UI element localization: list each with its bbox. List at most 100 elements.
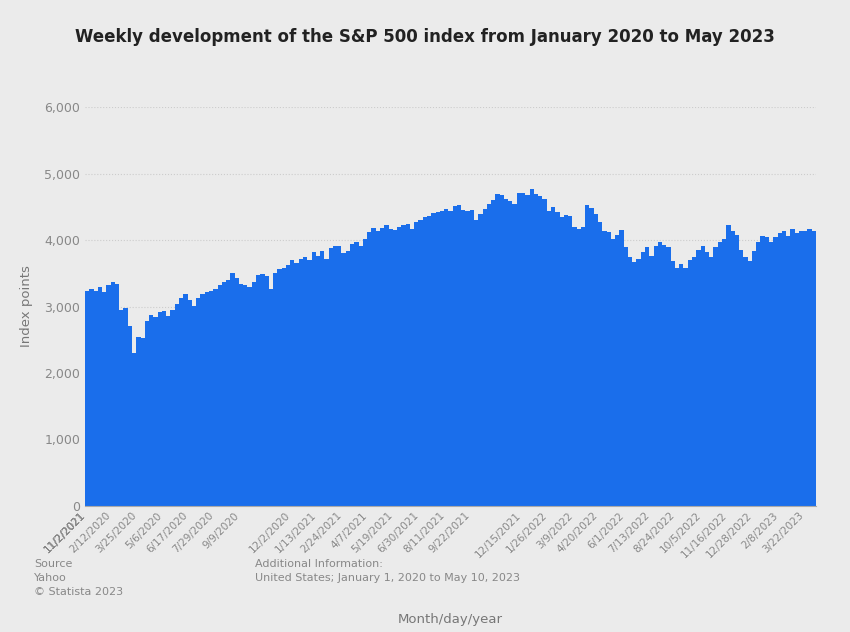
Bar — [256, 275, 260, 506]
Bar — [239, 284, 243, 506]
Bar — [273, 273, 277, 506]
Bar — [761, 236, 765, 506]
Bar — [649, 256, 654, 506]
Bar — [132, 353, 136, 506]
Bar — [149, 315, 153, 506]
Bar — [564, 215, 568, 506]
Bar — [205, 291, 209, 506]
Bar — [333, 246, 337, 506]
Text: Weekly development of the S&P 500 index from January 2020 to May 2023: Weekly development of the S&P 500 index … — [75, 28, 775, 46]
Bar — [739, 250, 744, 506]
Bar — [744, 257, 748, 506]
Bar — [726, 225, 730, 506]
Bar — [688, 260, 692, 506]
Bar — [500, 195, 504, 506]
Bar — [479, 214, 483, 506]
Bar — [700, 246, 705, 506]
Bar — [572, 227, 576, 506]
Bar — [457, 205, 462, 506]
Bar — [790, 229, 795, 506]
Bar — [388, 229, 393, 506]
Bar — [277, 269, 281, 506]
Bar — [384, 225, 388, 506]
Bar — [371, 228, 376, 506]
Bar — [453, 207, 457, 506]
Bar — [645, 246, 649, 506]
Bar — [243, 286, 247, 506]
Bar — [491, 200, 496, 506]
Bar — [144, 320, 149, 506]
Bar — [401, 225, 405, 506]
Bar — [405, 224, 410, 506]
Bar — [530, 190, 534, 506]
Bar — [795, 233, 799, 506]
Bar — [568, 216, 572, 506]
Bar — [774, 237, 778, 506]
Bar — [222, 282, 226, 506]
Bar — [329, 248, 333, 506]
Bar — [350, 244, 354, 506]
Bar — [513, 205, 517, 506]
Bar — [624, 246, 628, 506]
Bar — [709, 257, 713, 506]
Bar — [730, 231, 734, 506]
Bar — [547, 212, 551, 506]
Bar — [342, 253, 346, 506]
Bar — [98, 287, 102, 506]
Bar — [226, 280, 230, 506]
Bar — [448, 211, 453, 506]
Bar — [188, 300, 192, 506]
Bar — [196, 298, 201, 506]
Bar — [620, 229, 624, 506]
Bar — [692, 257, 696, 506]
Bar — [294, 262, 298, 506]
Bar — [290, 260, 294, 506]
Bar — [422, 217, 427, 506]
Bar — [119, 310, 123, 506]
Bar — [496, 194, 500, 506]
Bar — [363, 239, 367, 506]
Text: Additional Information:
United States; January 1, 2020 to May 10, 2023: Additional Information: United States; J… — [255, 559, 520, 583]
Bar — [427, 216, 431, 506]
Bar — [418, 221, 422, 506]
Bar — [325, 259, 329, 506]
Bar — [367, 232, 371, 506]
Bar — [337, 246, 342, 506]
Bar — [487, 204, 491, 506]
Bar — [615, 235, 620, 506]
Bar — [585, 205, 589, 506]
Bar — [136, 337, 140, 506]
Bar — [517, 193, 521, 506]
Bar — [470, 210, 474, 506]
Bar — [637, 258, 641, 506]
Bar — [89, 289, 94, 506]
Bar — [230, 273, 235, 506]
Bar — [778, 233, 782, 506]
Bar — [593, 214, 598, 506]
Bar — [115, 284, 119, 506]
Bar — [607, 232, 611, 506]
Bar — [786, 236, 790, 506]
Bar — [483, 209, 487, 506]
Bar — [157, 312, 162, 506]
Bar — [312, 252, 316, 506]
Bar — [354, 242, 359, 506]
Bar — [171, 310, 175, 506]
Bar — [632, 262, 637, 506]
Bar — [696, 250, 700, 506]
Bar — [213, 289, 218, 506]
Bar — [393, 230, 397, 506]
Bar — [658, 243, 662, 506]
Bar — [184, 294, 188, 506]
Text: Source
Yahoo
© Statista 2023: Source Yahoo © Statista 2023 — [34, 559, 123, 597]
Bar — [359, 246, 363, 506]
Bar — [466, 212, 470, 506]
Bar — [397, 227, 401, 506]
Bar — [252, 283, 256, 506]
Bar — [683, 268, 688, 506]
Bar — [675, 267, 679, 506]
Bar — [808, 229, 812, 506]
Bar — [153, 317, 157, 506]
Bar — [611, 238, 615, 506]
Bar — [474, 220, 479, 506]
